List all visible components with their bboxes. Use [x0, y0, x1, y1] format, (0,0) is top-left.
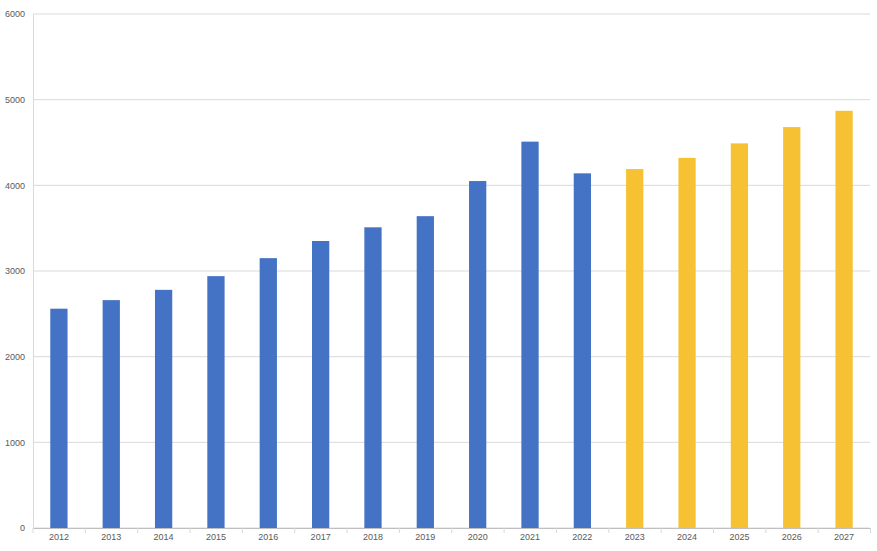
x-tick-label: 2016	[258, 532, 278, 542]
x-separators	[33, 528, 871, 533]
x-tick: 2015	[206, 528, 226, 542]
x-tick: 2018	[363, 528, 383, 542]
bar	[469, 181, 486, 528]
x-tick: 2017	[311, 528, 331, 542]
bar	[312, 241, 329, 528]
y-tick-label: 5000	[5, 95, 25, 105]
bar	[783, 127, 800, 528]
y-tick: 2000	[5, 352, 33, 362]
x-separator	[818, 528, 819, 533]
x-separator	[765, 528, 766, 533]
x-tick-label: 2015	[206, 532, 226, 542]
x-separator	[451, 528, 452, 533]
x-separator	[190, 528, 191, 533]
x-separator	[504, 528, 505, 533]
x-tick: 2012	[49, 528, 69, 542]
y-tick-label: 2000	[5, 352, 25, 362]
y-tick: 6000	[5, 9, 33, 19]
y-tick-label: 6000	[5, 9, 25, 19]
x-tick-label: 2023	[625, 532, 645, 542]
bar	[835, 111, 852, 528]
x-tick: 2019	[415, 528, 435, 542]
x-separator	[137, 528, 138, 533]
y-tick: 5000	[5, 95, 33, 105]
bar	[574, 173, 591, 528]
x-tick: 2024	[677, 528, 697, 542]
y-axis-line	[33, 15, 34, 529]
x-tick-label: 2025	[729, 532, 749, 542]
y-tick: 3000	[5, 266, 33, 276]
y-tick-label: 4000	[5, 181, 25, 191]
x-separator	[608, 528, 609, 533]
x-tick-label: 2021	[520, 532, 540, 542]
x-tick-label: 2026	[782, 532, 802, 542]
x-tick-label: 2017	[311, 532, 331, 542]
x-tick: 2022	[572, 528, 592, 542]
x-tick-label: 2024	[677, 532, 697, 542]
x-tick: 2021	[520, 528, 540, 542]
grid-line	[33, 99, 870, 100]
x-tick: 2025	[729, 528, 749, 542]
chart: 0100020003000400050006000201220132014201…	[0, 0, 877, 551]
bar	[521, 142, 538, 528]
y-tick: 1000	[5, 438, 33, 448]
y-tick: 4000	[5, 181, 33, 191]
y-tick-label: 3000	[5, 266, 25, 276]
x-tick: 2023	[625, 528, 645, 542]
bar	[260, 258, 277, 528]
y-tick: 0	[20, 523, 33, 533]
x-tick: 2026	[782, 528, 802, 542]
x-tick: 2013	[101, 528, 121, 542]
x-separator	[556, 528, 557, 533]
x-separator	[347, 528, 348, 533]
x-tick-label: 2014	[154, 532, 174, 542]
x-tick-label: 2012	[49, 532, 69, 542]
plot: 0100020003000400050006000201220132014201…	[5, 9, 871, 542]
bar	[50, 309, 67, 528]
x-tick-label: 2020	[468, 532, 488, 542]
x-axis: 2012 2013 2014 2015 2016 2017 2018 2019 2020 2021…	[34, 528, 871, 542]
grid-line	[33, 14, 870, 15]
bar	[417, 216, 434, 528]
bar	[207, 276, 224, 528]
x-tick-label: 2013	[101, 532, 121, 542]
bar	[364, 227, 381, 528]
x-tick: 2014	[154, 528, 174, 542]
x-tick-label: 2027	[834, 532, 854, 542]
y-tick-label: 1000	[5, 438, 25, 448]
x-separator	[870, 528, 871, 533]
bar	[103, 300, 120, 528]
x-tick-label: 2018	[363, 532, 383, 542]
bar	[678, 158, 695, 528]
bars	[50, 111, 852, 528]
x-tick-label: 2022	[572, 532, 592, 542]
bar	[731, 143, 748, 528]
x-separator	[85, 528, 86, 533]
x-tick: 2016	[258, 528, 278, 542]
x-tick: 2027	[834, 528, 854, 542]
x-tick-label: 2019	[415, 532, 435, 542]
grid	[33, 14, 870, 528]
bar	[155, 290, 172, 528]
x-separator	[661, 528, 662, 533]
bar	[626, 169, 643, 528]
x-separator	[242, 528, 243, 533]
x-separator	[33, 528, 34, 533]
y-axis: 0 1000 2000 3000 4000 5000 6000	[5, 9, 34, 533]
x-tick: 2020	[468, 528, 488, 542]
x-separator	[294, 528, 295, 533]
x-separator	[713, 528, 714, 533]
y-tick-label: 0	[20, 523, 25, 533]
x-separator	[399, 528, 400, 533]
